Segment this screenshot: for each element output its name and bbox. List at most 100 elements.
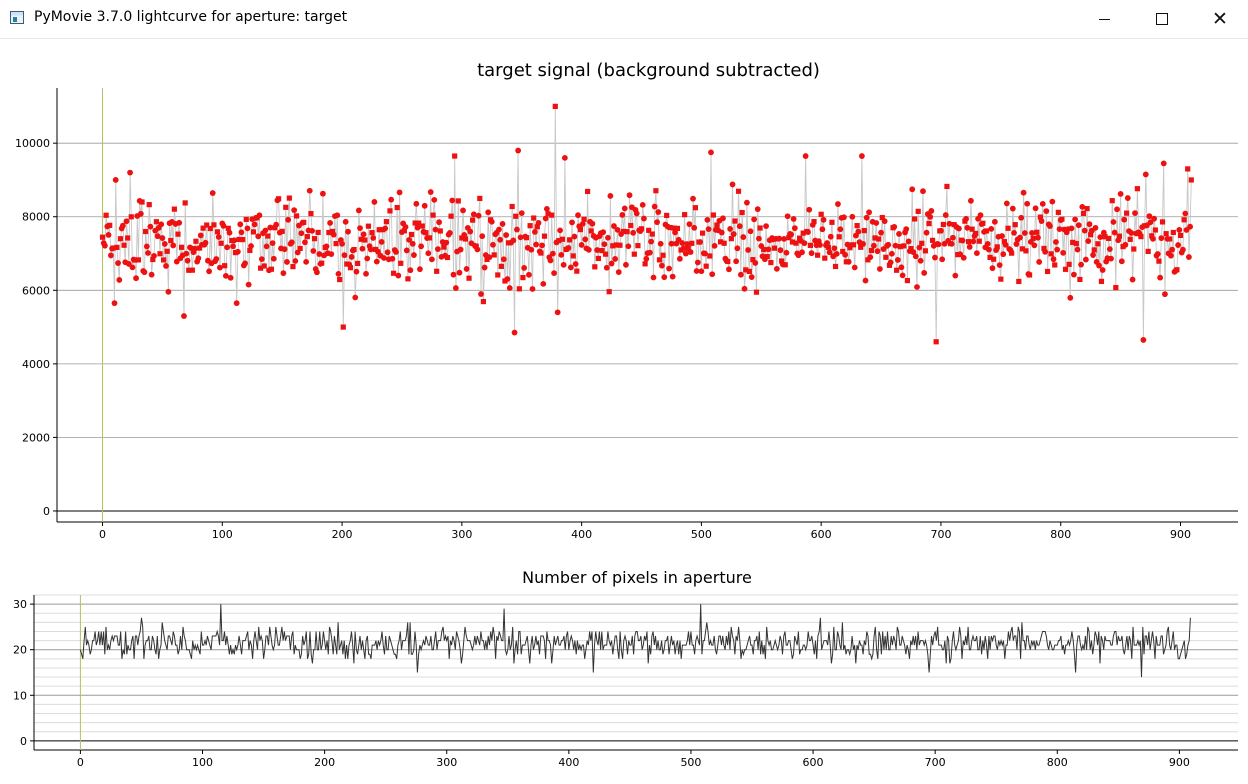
data-point [339,240,345,247]
x-tick-label: 300 [451,528,472,541]
data-point [327,220,333,226]
data-point [720,215,726,222]
data-point [123,218,130,225]
data-point [255,233,262,240]
data-point [1097,234,1104,241]
data-point [801,240,808,247]
data-point [764,253,770,260]
data-point [127,169,133,176]
y-tick-label: 10 [13,689,27,702]
data-point [481,264,488,271]
data-point [721,240,727,246]
data-point [1067,294,1074,301]
data-point [620,228,627,235]
data-point [1041,245,1047,252]
data-point [929,237,936,243]
data-point [403,247,410,254]
data-point [567,264,574,271]
data-point [353,268,360,275]
data-point [914,284,920,290]
data-point [874,248,881,255]
data-point [401,228,407,234]
data-point [373,246,379,253]
data-point [1060,249,1067,256]
data-point [449,197,456,204]
data-point [286,195,292,201]
data-point [710,212,716,218]
minimize-button[interactable] [1075,0,1133,38]
data-point [744,199,750,206]
data-point [226,229,233,236]
data-point [1099,267,1106,273]
data-point [784,213,791,220]
x-tick-label: 0 [77,756,84,769]
y-tick-label: 4000 [22,358,50,371]
data-point [748,274,755,280]
app-window-icon [10,11,24,24]
data-point [589,220,596,227]
data-point [531,215,537,221]
data-point [1106,246,1113,253]
data-point [1075,222,1082,229]
data-point [218,240,224,246]
data-point [808,250,815,257]
data-point [867,254,874,261]
data-point [515,147,522,154]
data-point [939,256,946,263]
data-point [347,265,354,271]
data-point [805,229,811,236]
data-point [526,271,532,278]
data-point [412,220,418,226]
data-point [668,240,675,247]
data-point [615,269,622,276]
data-point [1185,166,1191,172]
data-point [341,252,348,259]
data-point [755,235,762,242]
data-point [1084,206,1090,212]
data-point [996,262,1003,269]
data-point [214,229,221,235]
data-point [427,189,434,195]
data-point [916,244,923,251]
data-point [666,265,672,272]
data-point [1029,229,1035,236]
data-point [1170,229,1176,236]
data-point [799,249,805,256]
data-point [1012,222,1018,228]
data-point [291,207,298,214]
data-point [196,245,203,251]
data-point [362,237,368,243]
data-point [171,206,177,212]
data-point [369,230,375,236]
data-point [467,228,474,235]
data-point [165,288,172,295]
x-tick-label: 200 [314,756,335,769]
data-point [490,241,496,248]
data-point [841,214,847,221]
data-point [119,222,126,229]
close-button[interactable]: ✕ [1191,0,1248,38]
data-point [999,233,1005,239]
maximize-button[interactable] [1133,0,1191,38]
data-point [303,258,310,265]
data-point [802,153,809,159]
data-point [572,261,579,267]
data-point [1047,223,1053,229]
data-point [355,260,361,267]
data-point [1096,262,1102,269]
data-point [272,225,278,231]
data-point [994,244,1000,250]
data-point [111,300,118,307]
data-point [980,220,986,226]
data-point [599,248,605,254]
data-point [1020,189,1027,196]
data-point [862,277,869,284]
y-tick-label: 8000 [22,211,50,224]
data-point [1054,246,1061,253]
data-point [585,246,592,253]
data-point [200,225,206,231]
data-point [860,241,866,247]
data-point [107,252,114,259]
data-point [1158,235,1165,242]
